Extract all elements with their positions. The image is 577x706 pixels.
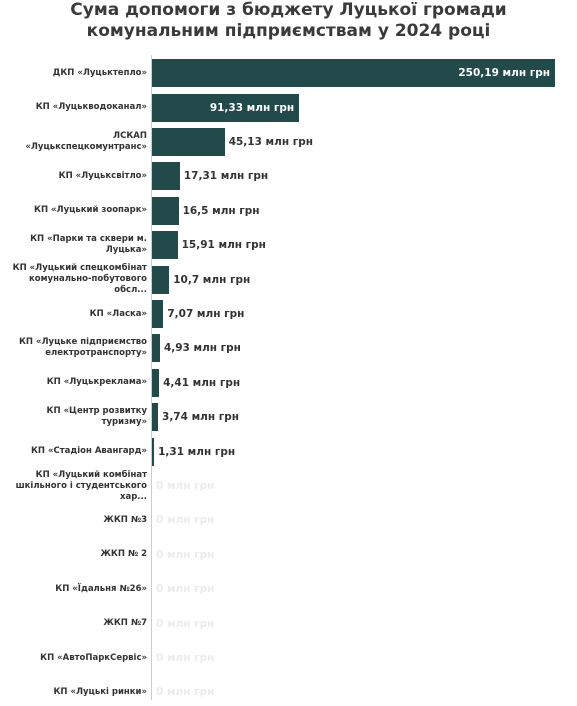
value-label: 16,5 млн грн <box>182 204 260 217</box>
axis-line <box>151 55 152 700</box>
value-label: 0 млн грн <box>156 514 215 527</box>
category-label: КП «Ласка» <box>89 308 147 319</box>
category-label: ЖКП № 2 <box>100 549 147 560</box>
value-label: 15,91 млн грн <box>181 239 266 252</box>
category-label: ЖКП №7 <box>103 618 147 629</box>
value-label: 0 млн грн <box>156 686 215 699</box>
bar <box>152 93 300 122</box>
category-label: КП «Луцькреклама» <box>46 377 147 388</box>
value-label: 0 млн грн <box>156 652 215 664</box>
bar <box>152 162 180 191</box>
bar <box>152 368 160 397</box>
category-label: КП «Луцький комбінат шкільного і студент… <box>15 469 147 502</box>
category-label: КП «Їдальня №26» <box>55 583 147 594</box>
bar <box>152 403 159 432</box>
chart-title: Сума допомоги з бюджету Луцької громади … <box>70 0 507 41</box>
value-label: 3,74 млн грн <box>162 411 240 424</box>
category-label: ДКП «Луцьктепло» <box>52 67 147 78</box>
value-label: 91,33 млн грн <box>209 101 295 114</box>
category-label: КП «Стадіон Авангард» <box>30 446 147 457</box>
value-label: 0 млн грн <box>156 583 215 596</box>
bar <box>152 59 555 88</box>
bar <box>152 437 155 466</box>
value-label: 7,07 млн грн <box>167 308 245 320</box>
category-label: КП «Луцькводоканал» <box>35 102 147 113</box>
bar <box>152 231 178 260</box>
bar <box>152 265 170 294</box>
value-label: 1,31 млн грн <box>158 445 236 458</box>
category-label: КП «Луцький спецкомбінат комунально-побу… <box>12 263 147 296</box>
value-label: 0 млн грн <box>156 480 215 492</box>
category-label: КП «Луцьксвітло» <box>58 170 147 181</box>
value-label: 250,19 млн грн <box>458 67 550 80</box>
value-label: 4,41 млн грн <box>163 376 241 389</box>
bar <box>152 196 179 225</box>
category-label: КП «Парки та сквери м. Луцька» <box>30 234 147 256</box>
category-label: КП «Центр розвитку туризму» <box>46 406 147 428</box>
value-label: 0 млн грн <box>156 548 215 561</box>
category-label: КП «Луцьке підприємство електротранспорт… <box>18 337 147 359</box>
bar <box>152 334 160 363</box>
value-label: 4,93 млн грн <box>163 342 241 355</box>
category-label: КП «Луцький зоопарк» <box>34 205 147 216</box>
category-label: КП «Луцькі ринки» <box>53 686 147 697</box>
bar <box>152 300 164 328</box>
bar <box>152 128 225 156</box>
value-label: 0 млн грн <box>156 617 215 630</box>
value-label: 17,31 млн грн <box>183 170 269 183</box>
category-label: ЛСКАП «Луцькспецкомунтранс» <box>25 131 147 152</box>
value-label: 10,7 млн грн <box>173 273 251 286</box>
category-label: КП «АвтоПаркСервіс» <box>40 652 147 663</box>
category-label: ЖКП №3 <box>103 514 147 525</box>
value-label: 45,13 млн грн <box>228 136 313 148</box>
